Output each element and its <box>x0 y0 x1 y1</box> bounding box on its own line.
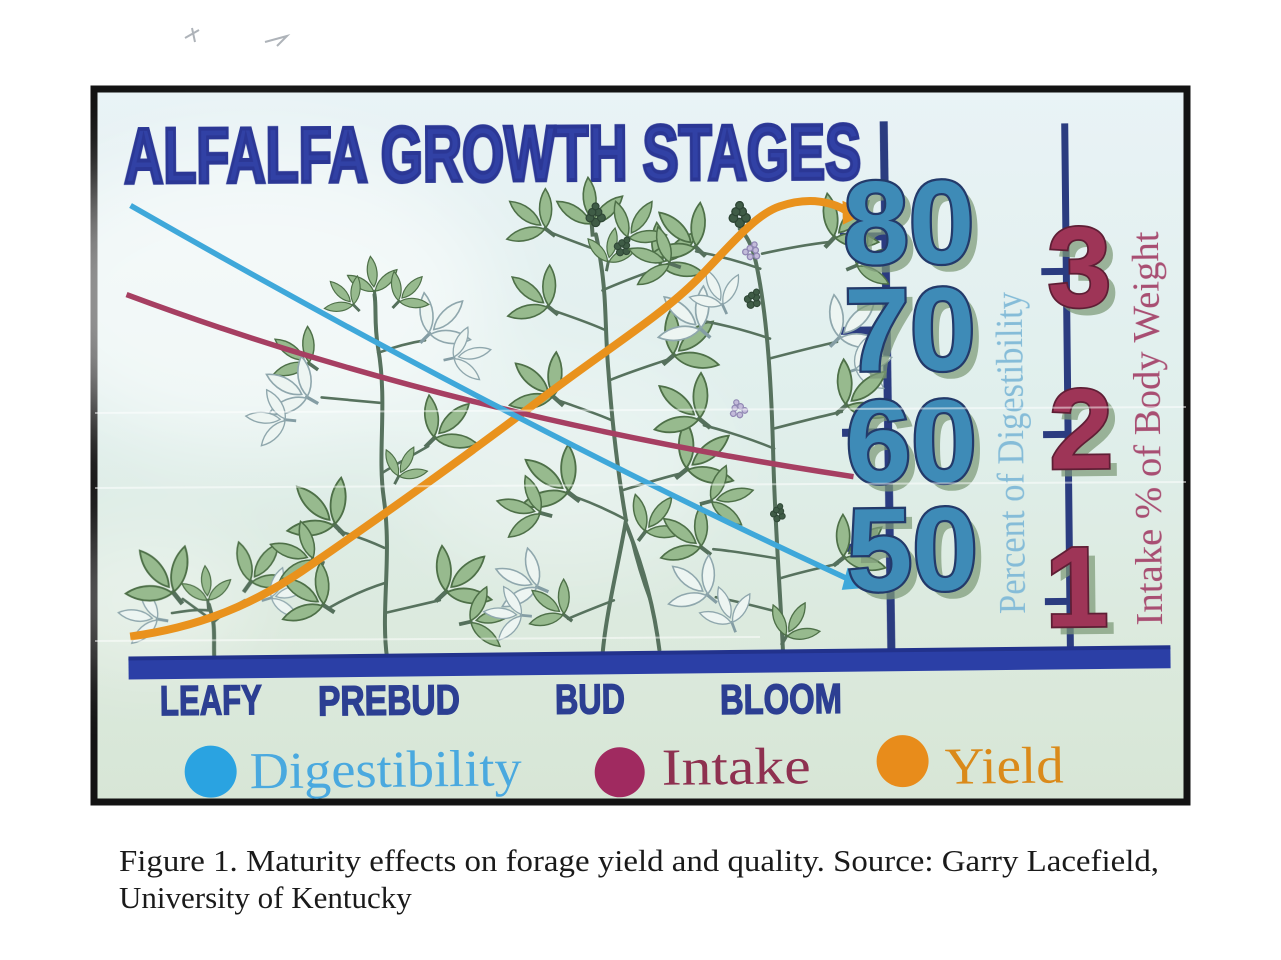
svg-text:1: 1 <box>1052 532 1117 660</box>
svg-text:3: 3 <box>1047 204 1112 332</box>
svg-text:2: 2 <box>1048 366 1113 494</box>
svg-text:University of Kentucky: University of Kentucky <box>119 880 412 915</box>
svg-text:50: 50 <box>846 483 979 616</box>
svg-text:Yield: Yield <box>944 737 1064 795</box>
svg-text:Percent of Digestibility: Percent of Digestibility <box>989 292 1034 614</box>
svg-text:3: 3 <box>1055 212 1120 340</box>
svg-text:70: 70 <box>852 271 985 404</box>
svg-text:Digestibility: Digestibility <box>249 740 522 800</box>
svg-text:80: 80 <box>842 156 975 289</box>
svg-text:Intake % of Body Weight: Intake % of Body Weight <box>1125 231 1171 626</box>
svg-text:Intake: Intake <box>661 738 811 797</box>
svg-text:50: 50 <box>854 491 987 624</box>
svg-text:70: 70 <box>844 263 977 396</box>
svg-text:80: 80 <box>851 164 984 297</box>
svg-text:1: 1 <box>1044 524 1109 652</box>
svg-text:BLOOM: BLOOM <box>720 675 843 723</box>
svg-text:2: 2 <box>1056 374 1121 502</box>
svg-text:60: 60 <box>853 383 986 516</box>
svg-text:ALFALFA GROWTH STAGES: ALFALFA GROWTH STAGES <box>124 108 861 200</box>
svg-text:LEAFY: LEAFY <box>160 676 263 724</box>
svg-text:Figure 1. Maturity effects on: Figure 1. Maturity effects on forage yie… <box>119 843 1159 878</box>
svg-text:60: 60 <box>845 375 978 508</box>
svg-text:BUD: BUD <box>555 675 626 723</box>
svg-text:PREBUD: PREBUD <box>318 676 461 725</box>
